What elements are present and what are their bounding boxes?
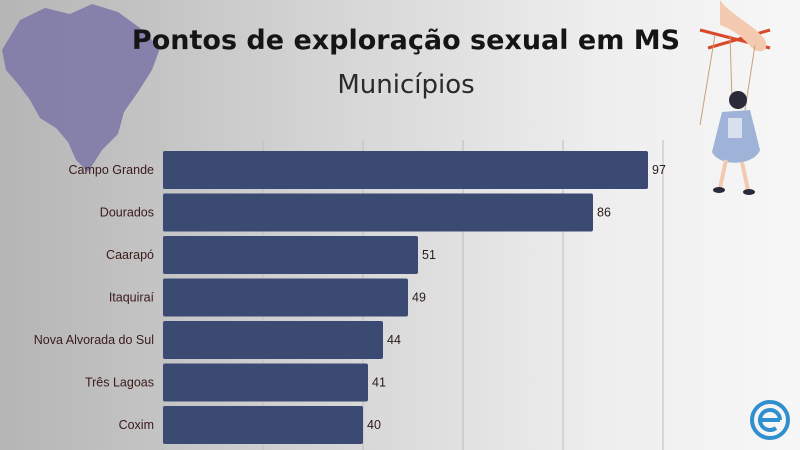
data-label: 86 — [597, 206, 611, 220]
data-label: 44 — [387, 333, 401, 347]
category-label: Nova Alvorada do Sul — [34, 333, 154, 347]
bar — [163, 151, 648, 189]
chart-title: Pontos de exploração sexual em MS — [131, 25, 681, 56]
category-label: Três Lagoas — [85, 376, 154, 390]
bar — [163, 321, 383, 359]
bar-chart: Campo Grande 97 Dourados 86 Caarapó 51 Itaquir… — [34, 140, 666, 450]
bar — [163, 406, 363, 444]
category-label: Campo Grande — [69, 163, 155, 177]
data-label: 40 — [367, 418, 381, 432]
bar — [163, 193, 593, 232]
puppet-illustration — [699, 0, 771, 195]
category-label: Coxim — [119, 418, 154, 432]
data-label: 97 — [652, 163, 666, 177]
category-label: Itaquiraí — [109, 291, 155, 305]
chart-subtitle: Municípios — [337, 70, 475, 100]
brazil-map-icon — [2, 4, 160, 172]
bar — [163, 278, 408, 317]
category-label: Caarapó — [106, 248, 154, 262]
data-label: 49 — [412, 291, 426, 305]
category-label: Dourados — [100, 206, 154, 220]
bar — [163, 363, 368, 402]
data-label: 41 — [372, 376, 386, 390]
data-label: 51 — [422, 248, 436, 262]
e-logo-icon — [750, 400, 790, 440]
bar — [163, 236, 418, 274]
